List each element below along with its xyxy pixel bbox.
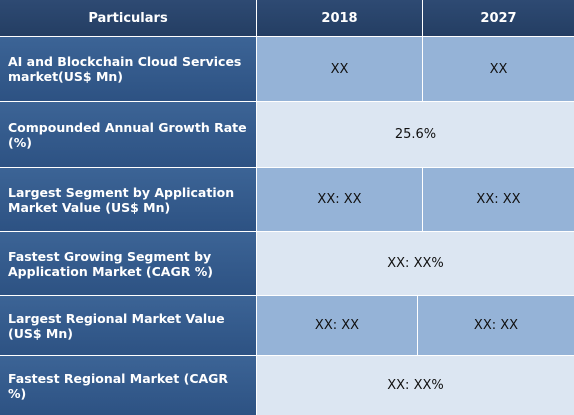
row-value-largest-regional-market-2027: XX: XX (418, 296, 574, 356)
row-value-cagr: 25.6% (257, 102, 574, 168)
row-label-largest-application-segment: Largest Segment by Application Market Va… (0, 168, 257, 232)
header-year-2027: 2027 (423, 0, 574, 37)
row-value-market-size-2018: XX (257, 37, 423, 102)
row-value-largest-application-segment-2018: XX: XX (257, 168, 423, 232)
row-label-cagr: Compounded Annual Growth Rate (%) (0, 102, 257, 168)
row-value-fastest-regional-market: XX: XX% (257, 356, 574, 415)
row-label-fastest-regional-market: Fastest Regional Market (CAGR %) (0, 356, 257, 415)
row-value-largest-regional-market-2018: XX: XX (257, 296, 418, 356)
row-label-fastest-growing-application-segment: Fastest Growing Segment by Application M… (0, 232, 257, 296)
row-value-largest-application-segment-2027: XX: XX (423, 168, 574, 232)
row-label-largest-regional-market: Largest Regional Market Value (US$ Mn) (0, 296, 257, 356)
row-value-market-size-2027: XX (423, 37, 574, 102)
header-particulars: Particulars (0, 0, 257, 37)
row-label-market-size: AI and Blockchain Cloud Services market(… (0, 37, 257, 102)
header-year-2018: 2018 (257, 0, 423, 37)
row-value-fastest-growing-application-segment: XX: XX% (257, 232, 574, 296)
